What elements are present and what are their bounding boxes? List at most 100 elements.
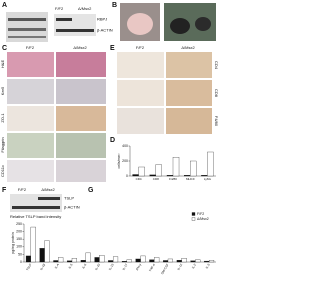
x-tick-label: GM-CSF xyxy=(160,263,169,275)
x-tick-label: Ly6G xyxy=(204,177,212,181)
column-label: Δ/Msx2 xyxy=(73,45,87,50)
x-tick-label: IL-6 xyxy=(81,263,87,270)
bar xyxy=(94,257,100,263)
micrograph xyxy=(56,79,106,104)
blot-band xyxy=(56,29,94,32)
bar xyxy=(30,226,36,263)
y-tick-label: 200 xyxy=(16,230,22,234)
blot-band xyxy=(12,206,60,209)
x-tick-label: IL-13 xyxy=(108,263,115,271)
x-tick-label: F4/80 xyxy=(169,177,177,181)
panel-label: B xyxy=(112,2,117,9)
photo-mouse xyxy=(127,13,153,35)
column-label: Δ/Msx2 xyxy=(78,6,92,11)
bar xyxy=(132,174,139,177)
y-tick-label: 150 xyxy=(16,237,22,241)
panel-label: F xyxy=(2,187,7,194)
x-tick-label: CD8 xyxy=(153,177,159,181)
legend-label: F/F2 xyxy=(197,212,204,216)
bar xyxy=(195,259,201,263)
x-tick-label: IL-1β xyxy=(39,263,46,271)
y-axis-label: cells/mm² xyxy=(117,153,121,169)
x-tick-label: IL-17 xyxy=(122,263,129,271)
micrograph xyxy=(7,52,54,77)
row-label: Filaggrin xyxy=(0,137,5,152)
bar xyxy=(25,255,32,263)
micrograph xyxy=(7,160,54,182)
micrograph-grid-c xyxy=(7,52,106,182)
x-tick-label: IL-3 xyxy=(205,263,211,270)
bar xyxy=(80,260,86,263)
x-tick-label: TSLP xyxy=(25,263,32,272)
bar xyxy=(207,151,214,177)
micrograph xyxy=(7,79,54,104)
bar xyxy=(140,255,146,263)
western-blot xyxy=(54,14,96,36)
bar xyxy=(190,260,196,263)
blot-label: TSLP xyxy=(64,196,74,201)
blot-band xyxy=(56,18,72,21)
micrograph xyxy=(117,52,164,78)
column-label: Δ/Msx2 xyxy=(181,45,195,50)
bar xyxy=(58,257,64,263)
panel-label: E xyxy=(110,45,115,52)
panel-label: G xyxy=(88,187,94,194)
bar xyxy=(138,166,145,177)
bar xyxy=(99,255,105,263)
y-tick-label: 100 xyxy=(16,245,22,249)
micrograph xyxy=(56,52,106,77)
bar xyxy=(155,164,162,177)
blot-label: RBPJ xyxy=(97,17,107,22)
legend-label: Δ/Msx2 xyxy=(197,217,209,221)
bar xyxy=(121,261,128,263)
x-tick-label: IL-10 xyxy=(94,263,101,271)
micrograph xyxy=(166,52,212,78)
column-label: F/F2 xyxy=(55,6,64,11)
bar xyxy=(126,259,132,263)
gel-band xyxy=(8,36,46,38)
bar xyxy=(135,258,141,263)
legend-swatch xyxy=(191,217,196,221)
x-tick-label: CD4 xyxy=(136,177,142,181)
bar xyxy=(172,157,180,177)
x-tick-label: IL-12 xyxy=(176,263,183,271)
y-tick-label: 250 xyxy=(16,222,22,226)
bar xyxy=(149,259,155,263)
x-tick-label: IL-2 xyxy=(191,263,197,270)
micrograph xyxy=(56,106,106,131)
y-tick-label: 0 xyxy=(20,260,22,264)
panel-label: C xyxy=(2,45,7,52)
blot-band xyxy=(38,197,60,200)
x-tick-label: TNF-α xyxy=(148,263,156,273)
y-tick-label: 50 xyxy=(18,252,22,256)
micrograph xyxy=(56,160,106,182)
blot-label: β-ACTIN xyxy=(64,205,80,210)
y-tick-label: 0 xyxy=(126,174,128,178)
panel-label: A xyxy=(2,2,7,9)
bar xyxy=(208,260,215,263)
bar xyxy=(71,258,77,263)
row-label: H&E xyxy=(0,60,5,69)
legend-swatch xyxy=(191,212,196,216)
column-label: Δ/Msx2 xyxy=(41,187,55,192)
row-label: CD11c xyxy=(0,165,5,177)
y-axis-label: pg/mg protein xyxy=(11,232,15,253)
figure: A F/F2 Δ/Msx2 RBPJ β-ACTIN B C F/F2 Δ/Ms… xyxy=(0,1,219,276)
row-label: F4/80 xyxy=(214,116,219,127)
photo-mouse xyxy=(170,18,190,34)
bar xyxy=(154,257,160,263)
bar xyxy=(108,260,114,263)
x-tick-label: IL-5 xyxy=(68,263,74,270)
column-label: F/F2 xyxy=(26,45,35,50)
x-tick-label: MHCII xyxy=(186,177,195,181)
bar xyxy=(167,258,173,263)
caption: Relative TSLP band intensity xyxy=(10,214,61,219)
bar xyxy=(44,240,50,263)
micrograph xyxy=(56,133,106,158)
bar xyxy=(85,252,91,263)
y-tick-label: 200 xyxy=(122,159,128,163)
bar xyxy=(190,160,197,177)
bar xyxy=(53,260,59,263)
row-label: ZO-1 xyxy=(0,113,5,123)
